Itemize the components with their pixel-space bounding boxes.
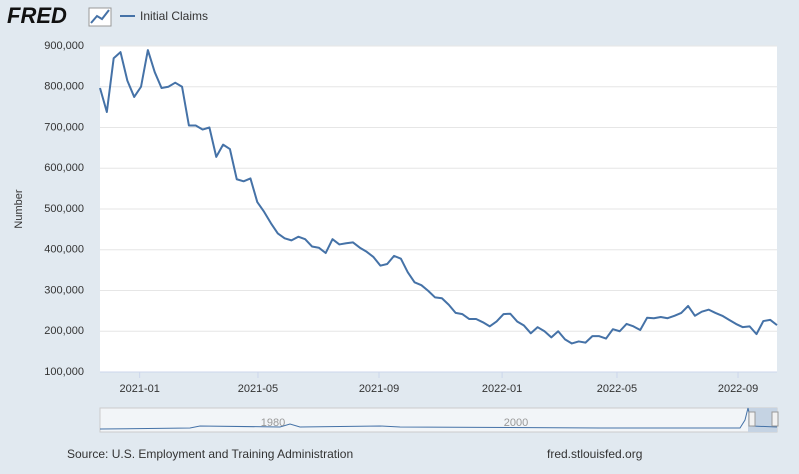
navigator-label: 1980 xyxy=(261,417,285,429)
legend-label: Initial Claims xyxy=(140,9,208,23)
x-tick-label: 2021-09 xyxy=(359,383,399,395)
y-tick-label: 900,000 xyxy=(44,40,84,52)
navigator-label: 2000 xyxy=(504,417,528,429)
logo-icon-line xyxy=(90,9,110,24)
data-line xyxy=(99,49,778,345)
navigator-line xyxy=(99,407,778,430)
y-tick-label: 800,000 xyxy=(44,81,84,93)
brand-logo: FRED xyxy=(7,3,67,28)
y-tick-label: 100,000 xyxy=(44,366,84,378)
y-tick-label: 200,000 xyxy=(44,325,84,337)
site-url: fred.stlouisfed.org xyxy=(547,447,642,461)
navigator-handle xyxy=(771,411,779,427)
navigator: 1980 2000 xyxy=(99,407,779,433)
source: Source: U.S. Employment and Training Adm… xyxy=(67,447,353,461)
y-tick-label: 500,000 xyxy=(44,203,84,215)
x-tick-label: 2021-05 xyxy=(238,383,278,395)
x-tick-label: 2022-01 xyxy=(482,383,522,395)
y-tick-label: 700,000 xyxy=(44,121,84,133)
x-tick-label: 2021-01 xyxy=(119,383,159,395)
y-tick-label: 300,000 xyxy=(44,284,84,296)
y-tick-label: 400,000 xyxy=(44,244,84,256)
navigator-handle xyxy=(748,411,756,427)
y-axis-label: Number xyxy=(13,189,25,228)
y-tick-label: 600,000 xyxy=(44,162,84,174)
x-tick-label: 2022-05 xyxy=(597,383,637,395)
x-tick-label: 2022-09 xyxy=(718,383,758,395)
